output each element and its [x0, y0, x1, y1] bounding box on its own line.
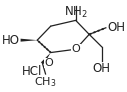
Text: HO: HO	[2, 34, 20, 47]
Polygon shape	[41, 53, 51, 64]
Text: O: O	[44, 58, 53, 68]
Text: CH$_3$: CH$_3$	[34, 76, 57, 89]
Text: OH: OH	[93, 62, 111, 75]
Polygon shape	[21, 39, 37, 42]
Text: NH$_2$: NH$_2$	[64, 5, 88, 20]
Text: HCl: HCl	[22, 65, 42, 78]
Text: O: O	[71, 44, 80, 54]
Text: OH: OH	[107, 21, 125, 34]
